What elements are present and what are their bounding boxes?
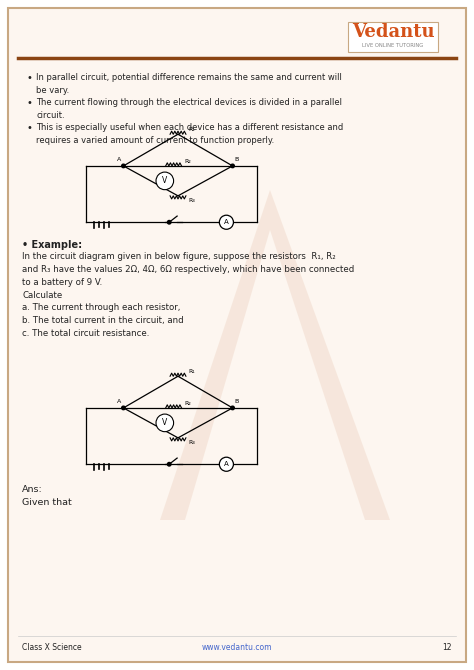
Text: R₂: R₂ <box>184 159 191 164</box>
Circle shape <box>167 220 171 224</box>
Text: LIVE ONLINE TUTORING: LIVE ONLINE TUTORING <box>363 42 424 48</box>
Circle shape <box>122 406 125 409</box>
Text: In the circuit diagram given in below figure, suppose the resistors  R₁, R₂
and : In the circuit diagram given in below fi… <box>22 252 354 338</box>
Text: •: • <box>26 123 32 133</box>
Text: B: B <box>234 157 238 162</box>
Text: R₃: R₃ <box>189 198 195 203</box>
Text: Class X Science: Class X Science <box>22 643 82 653</box>
Circle shape <box>167 462 171 466</box>
Text: www.vedantu.com: www.vedantu.com <box>202 643 272 653</box>
Text: R₁: R₁ <box>189 127 195 133</box>
Circle shape <box>156 414 173 431</box>
Text: A: A <box>224 219 229 225</box>
Circle shape <box>219 215 233 229</box>
Text: B: B <box>234 399 238 405</box>
Text: A: A <box>118 157 122 162</box>
Circle shape <box>156 172 173 190</box>
Text: R₁: R₁ <box>189 369 195 375</box>
Text: Vedantu: Vedantu <box>352 23 434 41</box>
Text: V: V <box>162 418 167 427</box>
Text: This is especially useful when each device has a different resistance and
requir: This is especially useful when each devi… <box>36 123 343 145</box>
Circle shape <box>231 406 234 409</box>
Bar <box>348 22 438 52</box>
Circle shape <box>122 164 125 168</box>
Text: R₃: R₃ <box>189 440 195 445</box>
Text: A: A <box>224 461 229 467</box>
Text: • Example:: • Example: <box>22 240 82 250</box>
Text: V: V <box>162 176 167 186</box>
Text: A: A <box>118 399 122 405</box>
Polygon shape <box>160 190 390 520</box>
Text: The current flowing through the electrical devices is divided in a parallel
circ: The current flowing through the electric… <box>36 98 342 120</box>
Text: 12: 12 <box>443 643 452 653</box>
Text: •: • <box>26 73 32 83</box>
Text: •: • <box>26 98 32 108</box>
Circle shape <box>219 457 233 471</box>
Text: R₂: R₂ <box>184 401 191 406</box>
Text: In parallel circuit, potential difference remains the same and current will
be v: In parallel circuit, potential differenc… <box>36 73 342 95</box>
Circle shape <box>231 164 234 168</box>
Text: Ans:
Given that: Ans: Given that <box>22 485 72 507</box>
